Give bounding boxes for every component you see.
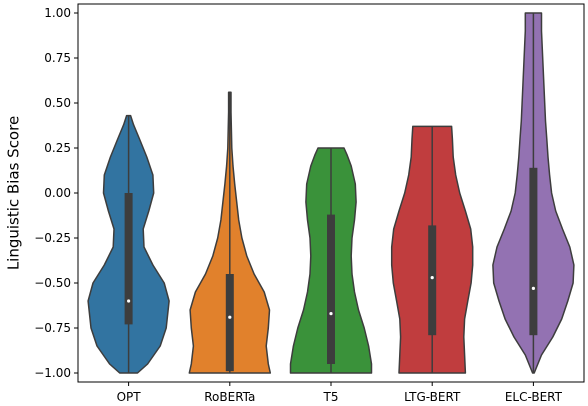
y-tick-label: −0.25 <box>34 231 71 245</box>
x-axis-ticks: OPT RoBERTa T5 LTG-BERT ELC-BERT <box>117 382 563 404</box>
iqr-box-elc-bert <box>529 167 538 336</box>
y-axis-ticks: −1.00 −0.75 −0.50 −0.25 0.00 0.25 0.50 0.75 1.00 <box>34 6 78 380</box>
x-tick-label: ELC-BERT <box>505 390 563 404</box>
y-axis-label: Linguistic Bias Score <box>5 116 23 270</box>
median-marker-opt <box>127 299 131 303</box>
y-tick-label: −1.00 <box>34 366 71 380</box>
median-marker-t5 <box>329 312 333 316</box>
x-tick-label: T5 <box>323 390 339 404</box>
y-tick-label: 0.50 <box>44 96 71 110</box>
x-tick-label: OPT <box>117 390 142 404</box>
box-plots-layer <box>124 13 538 373</box>
median-marker-roberta <box>228 315 232 319</box>
y-tick-label: 1.00 <box>44 6 71 20</box>
y-tick-label: 0.75 <box>44 51 71 65</box>
median-marker-elc-bert <box>531 286 536 290</box>
y-tick-label: −0.75 <box>34 321 71 335</box>
iqr-box-ltg-bert <box>428 225 437 336</box>
median-marker-ltg-bert <box>430 276 434 280</box>
x-tick-label: RoBERTa <box>204 390 255 404</box>
y-tick-label: −0.50 <box>34 276 71 290</box>
y-tick-label: 0.25 <box>44 141 71 155</box>
iqr-box-t5 <box>327 214 335 364</box>
y-tick-label: 0.00 <box>44 186 71 200</box>
iqr-box-roberta <box>225 274 234 372</box>
x-tick-label: LTG-BERT <box>404 390 461 404</box>
iqr-box-opt <box>124 193 133 325</box>
